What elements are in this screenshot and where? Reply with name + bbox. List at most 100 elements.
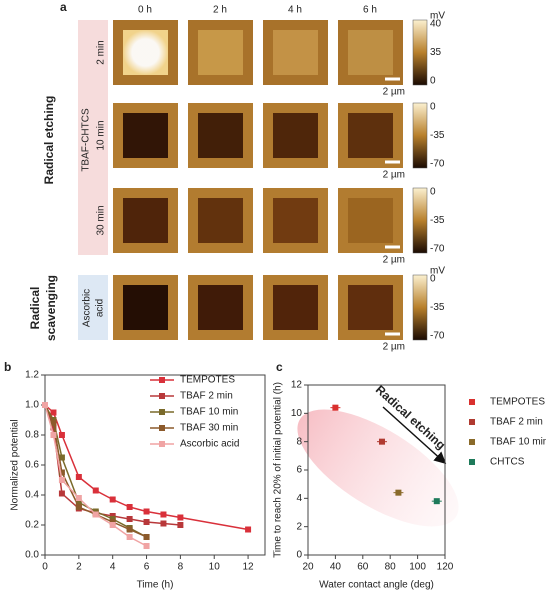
legend-marker bbox=[469, 459, 475, 465]
legend-marker bbox=[159, 441, 165, 447]
data-point bbox=[126, 516, 133, 522]
x-tick-label: 0 bbox=[42, 562, 48, 573]
colorbar-tick: -70 bbox=[430, 331, 445, 342]
legend-marker bbox=[159, 393, 165, 399]
x-tick-label: 4 bbox=[110, 562, 116, 573]
colorbar-tick: 35 bbox=[430, 47, 442, 58]
condition-band bbox=[78, 20, 108, 255]
y-tick-label: 6 bbox=[296, 465, 302, 476]
kpfm-square bbox=[198, 198, 243, 243]
colorbar-tick: 40 bbox=[430, 19, 442, 30]
colorbar bbox=[412, 274, 428, 341]
y-tick-label: 0.2 bbox=[25, 520, 39, 531]
y-tick-label: 0.6 bbox=[25, 460, 39, 471]
kpfm-square bbox=[123, 198, 168, 243]
data-point bbox=[75, 474, 82, 480]
column-label: 6 h bbox=[363, 5, 377, 16]
data-point bbox=[143, 534, 150, 540]
data-point bbox=[109, 522, 116, 528]
panel-label: c bbox=[276, 360, 283, 374]
y-tick-label: 4 bbox=[296, 493, 302, 504]
scalebar-label: 2 µm bbox=[383, 87, 405, 98]
colorbar bbox=[412, 102, 428, 169]
legend-label: TBAF 10 min bbox=[490, 437, 546, 448]
column-label: 2 h bbox=[213, 5, 227, 16]
legend-label: TEMPOTES bbox=[490, 397, 545, 408]
data-point bbox=[177, 514, 184, 521]
x-tick-label: 8 bbox=[178, 562, 184, 573]
data-point bbox=[50, 409, 57, 416]
data-point bbox=[177, 522, 184, 528]
y-tick-label: 1.2 bbox=[25, 370, 39, 381]
data-point bbox=[126, 504, 133, 510]
kpfm-square bbox=[273, 285, 318, 330]
kpfm-square bbox=[348, 285, 393, 330]
kpfm-square bbox=[198, 285, 243, 330]
x-tick-label: 12 bbox=[243, 562, 255, 573]
data-point bbox=[58, 432, 65, 438]
kpfm-square bbox=[123, 285, 168, 330]
kpfm-square bbox=[123, 113, 168, 158]
y-tick-label: 0 bbox=[296, 550, 302, 561]
data-point bbox=[92, 511, 99, 518]
scalebar-label: 2 µm bbox=[383, 342, 405, 353]
kpfm-square bbox=[123, 30, 168, 75]
colorbar bbox=[412, 19, 428, 86]
colorbar-tick: 0 bbox=[430, 187, 436, 198]
legend-label: TBAF 30 min bbox=[180, 423, 238, 434]
data-point bbox=[50, 424, 57, 431]
data-point bbox=[143, 519, 150, 525]
data-point bbox=[160, 520, 167, 527]
row-label: 2 min bbox=[96, 40, 107, 64]
kpfm-square bbox=[273, 198, 318, 243]
legend-label: TBAF 2 min bbox=[490, 417, 543, 428]
kpfm-square bbox=[348, 30, 393, 75]
colorbar-tick: -35 bbox=[430, 215, 445, 226]
data-point bbox=[433, 498, 440, 505]
data-point bbox=[126, 526, 133, 533]
kpfm-square bbox=[273, 30, 318, 75]
x-axis-title: Time (h) bbox=[137, 580, 174, 591]
colorbar-unit: mV bbox=[430, 266, 445, 277]
condition-label: TBAF-CHTCS bbox=[81, 108, 92, 172]
scalebar-label: 2 µm bbox=[383, 170, 405, 181]
kpfm-square bbox=[198, 113, 243, 158]
data-point bbox=[160, 511, 167, 518]
y-tick-label: 0.0 bbox=[25, 550, 39, 561]
data-point bbox=[75, 495, 82, 501]
data-point bbox=[58, 469, 65, 476]
row-label: 10 min bbox=[96, 120, 107, 150]
column-label: 0 h bbox=[138, 5, 152, 16]
colorbar-tick: 0 bbox=[430, 274, 436, 285]
data-point bbox=[126, 534, 133, 540]
data-point bbox=[109, 496, 116, 503]
y-tick-label: 2 bbox=[296, 521, 302, 532]
panel-label: a bbox=[60, 0, 67, 14]
y-axis-title: Time to reach 20% of initial potential (… bbox=[273, 382, 284, 558]
legend-marker bbox=[469, 439, 475, 445]
data-point bbox=[245, 526, 252, 533]
y-tick-label: 10 bbox=[291, 408, 303, 419]
data-point bbox=[143, 508, 150, 515]
y-tick-label: 0.4 bbox=[25, 490, 39, 501]
y-tick-label: 1.0 bbox=[25, 400, 39, 411]
trend-arrow bbox=[382, 406, 447, 465]
scalebar-label: 2 µm bbox=[383, 255, 405, 266]
x-tick-label: 80 bbox=[385, 562, 397, 573]
data-point bbox=[143, 543, 150, 549]
scavenger-label: acid bbox=[95, 299, 106, 317]
y-tick-label: 8 bbox=[296, 436, 302, 447]
trend-region bbox=[297, 409, 459, 527]
colorbar-unit: mV bbox=[430, 11, 445, 22]
legend-label: TBAF 10 min bbox=[180, 407, 238, 418]
x-tick-label: 60 bbox=[357, 562, 369, 573]
kpfm-square bbox=[348, 113, 393, 158]
colorbar-tick: 0 bbox=[430, 76, 436, 87]
y-tick-label: 12 bbox=[291, 380, 303, 391]
y-axis-title: Normalized potential bbox=[10, 419, 21, 510]
x-axis-title: Water contact angle (deg) bbox=[319, 580, 434, 591]
legend-marker bbox=[469, 419, 475, 425]
group-label: Radical bbox=[28, 287, 42, 330]
legend-marker bbox=[159, 425, 165, 431]
